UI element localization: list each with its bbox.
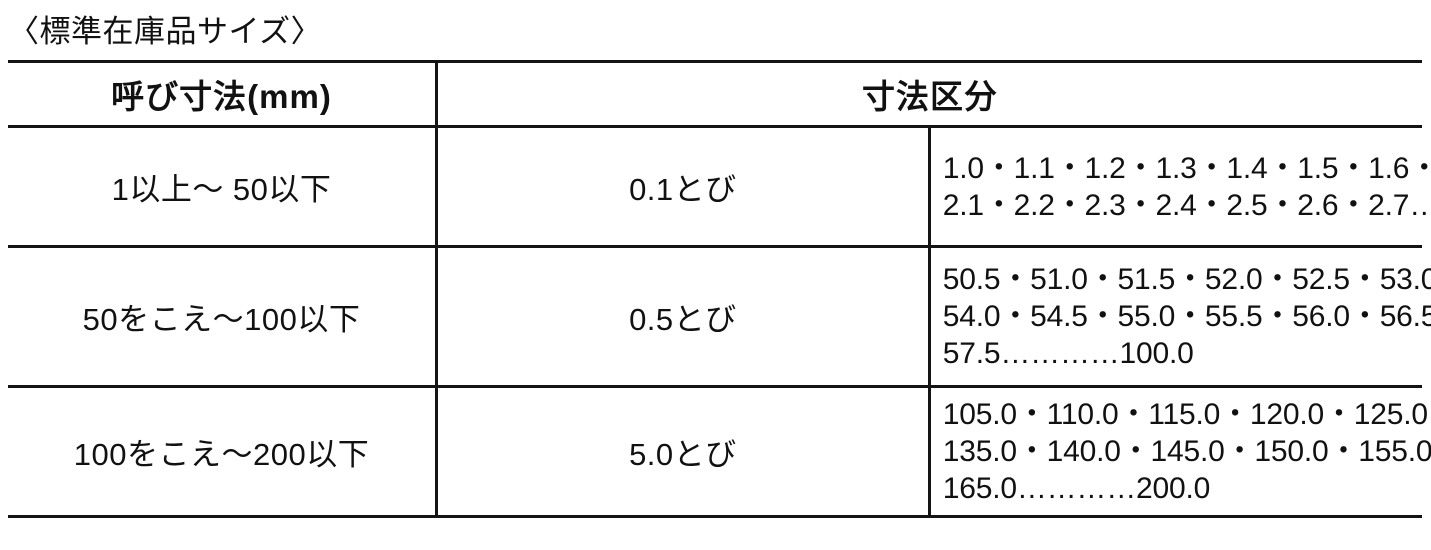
values-line: 105.0・110.0・115.0・120.0・125.0・130.0・ (942, 398, 1431, 431)
range-cell: 100をこえ～200以下 (8, 385, 438, 518)
step-label: 5.0とび (629, 437, 737, 472)
table-row: 100をこえ～200以下 5.0とび 105.0・110.0・115.0・120… (8, 385, 1431, 518)
values-cell: 50.5・51.0・51.5・52.0・52.5・53.0・53.5・ 54.0… (929, 245, 1431, 388)
table-row: 1以上～ 50以下 0.1とび 1.0・1.1・1.2・1.3・1.4・1.5・… (8, 125, 1431, 248)
values-line: 50.5・51.0・51.5・52.0・52.5・53.0・53.5・ (942, 263, 1431, 296)
range-label: 100をこえ～200以下 (73, 437, 370, 472)
spec-table-container: 呼び寸法(mm) 寸法区分 1以上～ 50以下 0.1とび 1.0・1.1・1.… (8, 60, 1431, 522)
values-cell: 1.0・1.1・1.2・1.3・1.4・1.5・1.6・1.7・1.8・1.9・… (929, 125, 1431, 248)
step-label: 0.1とび (629, 172, 737, 207)
step-cell: 0.5とび (436, 245, 931, 388)
values-line: 1.0・1.1・1.2・1.3・1.4・1.5・1.6・1.7・1.8・1.9・… (942, 151, 1431, 185)
table-row: 50をこえ～100以下 0.5とび 50.5・51.0・51.5・52.0・52… (8, 245, 1431, 388)
step-label: 0.5とび (629, 302, 737, 337)
range-cell: 1以上～ 50以下 (8, 125, 438, 248)
page-title: 〈標準在庫品サイズ〉 (8, 14, 323, 49)
standard-stock-size-table: 呼び寸法(mm) 寸法区分 1以上～ 50以下 0.1とび 1.0・1.1・1.… (8, 60, 1431, 518)
values-line: 57.5…………100.0 (942, 337, 1194, 370)
values-line: 2.1・2.2・2.3・2.4・2.5・2.6・2.7…………50.0 (942, 188, 1431, 222)
values-line: 165.0…………200.0 (942, 472, 1211, 505)
range-cell: 50をこえ～100以下 (8, 245, 438, 388)
values-line: 54.0・54.5・55.0・55.5・56.0・56.5・57.0・ (942, 300, 1431, 333)
values-line: 135.0・140.0・145.0・150.0・155.0・160.0・ (942, 435, 1431, 468)
step-cell: 5.0とび (436, 385, 931, 518)
step-cell: 0.1とび (436, 125, 931, 248)
range-label: 50をこえ～100以下 (82, 302, 361, 337)
header-nominal-dimension: 呼び寸法(mm) (8, 60, 438, 128)
table-header-row: 呼び寸法(mm) 寸法区分 (8, 60, 1422, 128)
values-cell: 105.0・110.0・115.0・120.0・125.0・130.0・ 135… (929, 385, 1431, 518)
range-label: 1以上～ 50以下 (111, 172, 332, 207)
header-dimension-division: 寸法区分 (436, 60, 1422, 128)
